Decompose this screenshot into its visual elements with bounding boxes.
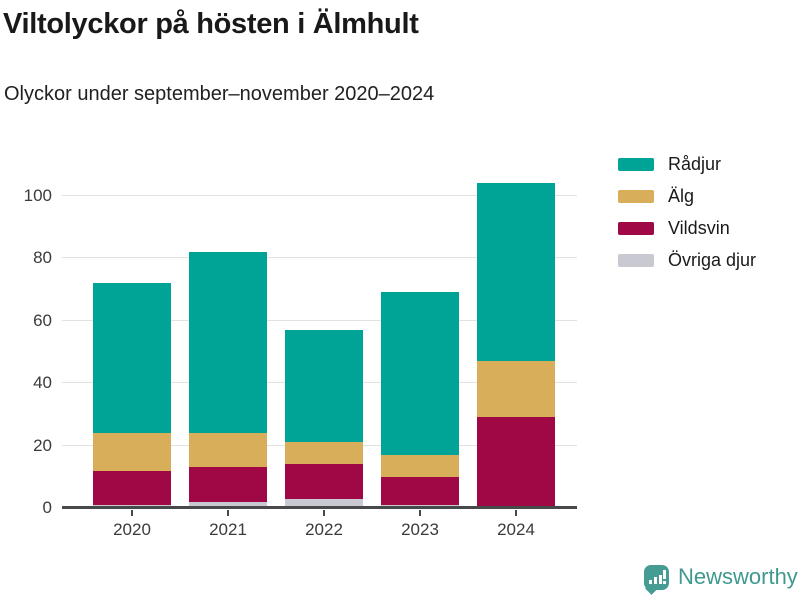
bar-segment <box>285 442 363 465</box>
legend-label: Rådjur <box>668 153 722 174</box>
bar-segment <box>189 433 267 468</box>
plot-area <box>62 180 577 516</box>
legend-swatch <box>618 189 654 203</box>
legend-item: Vildsvin <box>618 212 756 244</box>
gridline <box>62 194 577 196</box>
y-tick-label: 40 <box>33 373 52 393</box>
x-tick-mark <box>419 510 421 516</box>
newsworthy-logo[interactable]: Newsworthy <box>644 564 798 595</box>
legend-item: Övriga djur <box>618 244 756 276</box>
bar-segment <box>93 470 171 505</box>
bar-segment <box>189 501 267 508</box>
bar-segment <box>477 183 555 362</box>
bar-segment <box>189 467 267 502</box>
x-axis-line <box>62 506 577 509</box>
legend-label: Älg <box>668 185 695 206</box>
x-tick-label: 2022 <box>305 520 343 539</box>
y-tick-label: 100 <box>23 185 52 205</box>
legend-label: Vildsvin <box>668 217 730 238</box>
legend-swatch <box>618 157 654 171</box>
y-tick-label: 60 <box>33 310 52 330</box>
gridline <box>62 319 577 321</box>
bar-chart-speech-bubble-icon <box>644 564 669 595</box>
bar-segment <box>381 476 459 505</box>
bar-segment <box>93 433 171 471</box>
newsworthy-logo-text: Newsworthy <box>678 564 798 589</box>
x-tick-label: 2021 <box>209 520 247 539</box>
bar-segment <box>93 283 171 434</box>
legend: Rådjur Älg Vildsvin Övriga djur <box>618 148 756 276</box>
x-tick-mark <box>515 510 517 516</box>
x-tick-mark <box>323 510 325 516</box>
y-tick-label: 20 <box>33 435 52 455</box>
legend-swatch <box>618 221 654 235</box>
gridline <box>62 257 577 259</box>
bar-segment <box>477 417 555 508</box>
x-tick-mark <box>131 510 133 516</box>
bar-segment <box>285 464 363 499</box>
x-tick-label: 2023 <box>401 520 439 539</box>
legend-item: Rådjur <box>618 148 756 180</box>
bar-segment <box>285 329 363 443</box>
x-tick-label: 2024 <box>497 520 535 539</box>
x-tick-mark <box>227 510 229 516</box>
bar-segment <box>285 498 363 508</box>
bar-segment <box>477 361 555 418</box>
legend-swatch <box>618 253 654 267</box>
chart-title: Viltolyckor på hösten i Älmhult <box>3 8 419 40</box>
x-tick-label: 2020 <box>113 520 151 539</box>
y-tick-label: 80 <box>33 248 52 268</box>
bar-segment <box>189 251 267 434</box>
y-tick-label: 0 <box>42 498 52 517</box>
legend-label: Övriga djur <box>668 249 757 270</box>
bar-segment <box>381 292 459 455</box>
bar-segment <box>381 454 459 477</box>
legend-item: Älg <box>618 180 756 212</box>
chart-subtitle: Olyckor under september–november 2020–20… <box>4 83 435 105</box>
